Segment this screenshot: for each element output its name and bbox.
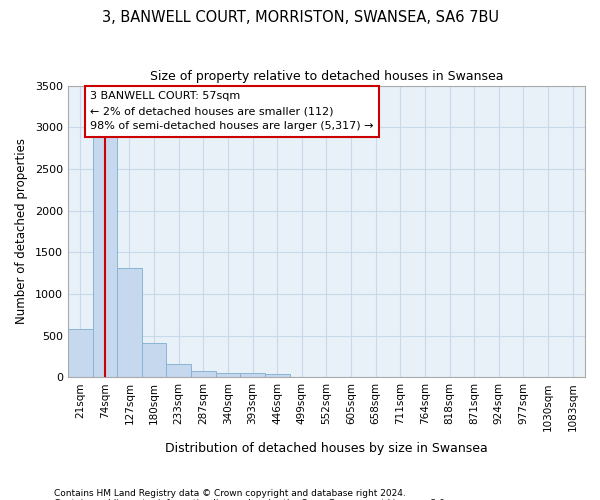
Bar	[68, 330, 92, 378]
Bar	[265, 374, 290, 378]
Bar	[117, 268, 142, 378]
Text: 3, BANWELL COURT, MORRISTON, SWANSEA, SA6 7BU: 3, BANWELL COURT, MORRISTON, SWANSEA, SA…	[101, 10, 499, 25]
Text: 3 BANWELL COURT: 57sqm
← 2% of detached houses are smaller (112)
98% of semi-det: 3 BANWELL COURT: 57sqm ← 2% of detached …	[90, 92, 374, 131]
Text: Contains public sector information licensed under the Open Government Licence v3: Contains public sector information licen…	[54, 498, 448, 500]
Bar	[215, 373, 240, 378]
Text: Contains HM Land Registry data © Crown copyright and database right 2024.: Contains HM Land Registry data © Crown c…	[54, 488, 406, 498]
Bar	[240, 374, 265, 378]
Y-axis label: Number of detached properties: Number of detached properties	[15, 138, 28, 324]
X-axis label: Distribution of detached houses by size in Swansea: Distribution of detached houses by size …	[165, 442, 488, 455]
Title: Size of property relative to detached houses in Swansea: Size of property relative to detached ho…	[150, 70, 503, 83]
Bar	[92, 134, 117, 378]
Bar	[142, 343, 166, 378]
Bar	[166, 364, 191, 378]
Bar	[191, 370, 215, 378]
